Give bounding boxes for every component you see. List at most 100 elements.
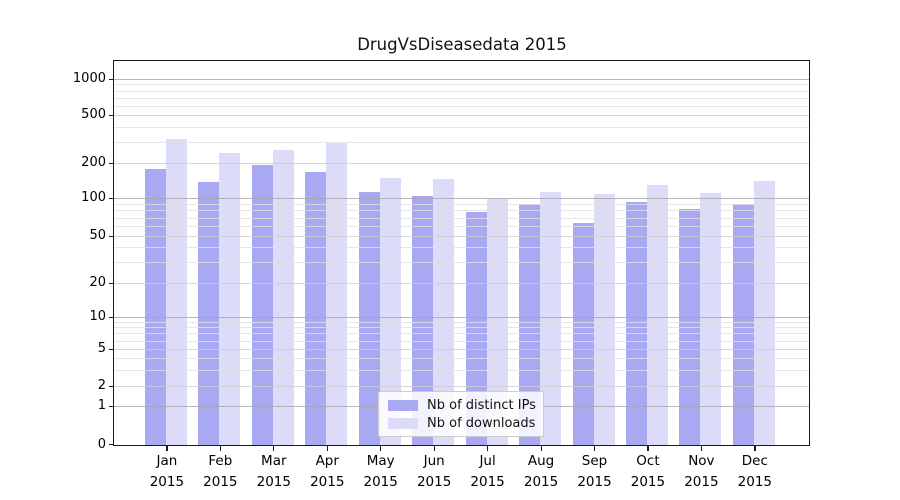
gridline: [114, 210, 809, 212]
gridline: [114, 203, 809, 205]
gridline: [114, 333, 809, 335]
bar-downloads: [593, 194, 615, 446]
y-axis-tick-label: 1000: [72, 71, 106, 86]
bar-distinct-ips: [305, 172, 327, 446]
legend-swatch: [388, 417, 418, 429]
y-axis-tick-label: 20: [89, 275, 106, 290]
y-tick-mark: [108, 405, 114, 407]
x-tick-mark: [754, 445, 756, 451]
bar-downloads: [379, 177, 401, 446]
x-tick-mark: [380, 445, 382, 451]
y-tick-mark: [108, 444, 114, 446]
gridline: [114, 358, 809, 359]
bar-distinct-ips: [465, 211, 487, 446]
y-tick-mark: [108, 162, 114, 164]
gridline: [114, 340, 809, 342]
legend-item: Nb of downloads: [388, 415, 536, 431]
y-tick-mark: [108, 282, 114, 284]
y-tick-mark: [108, 316, 114, 318]
x-tick-mark: [219, 445, 222, 451]
legend-label: Nb of distinct IPs: [427, 397, 536, 413]
x-tick-mark: [594, 445, 596, 451]
x-axis-tick-label: Apr 2015: [310, 453, 345, 490]
y-axis-tick-label: 2: [97, 378, 106, 393]
gridline: [114, 217, 809, 219]
x-axis-tick-label: Sep 2015: [577, 453, 612, 490]
legend-swatch: [388, 399, 418, 411]
x-axis-tick-label: Nov 2015: [684, 453, 719, 490]
y-tick-mark: [108, 235, 114, 237]
gridline: [114, 79, 809, 80]
gridline: [114, 327, 809, 329]
legend: Nb of distinct IPs Nb of downloads: [378, 391, 544, 437]
bar-downloads: [700, 192, 722, 446]
gridline: [114, 90, 809, 92]
y-axis-tick-label: 200: [81, 155, 106, 170]
x-axis-tick-label: Mar 2015: [256, 453, 291, 490]
x-axis-tick-label: Dec 2015: [737, 453, 773, 490]
x-tick-mark: [326, 445, 328, 451]
bar-downloads: [272, 149, 294, 446]
gridline: [114, 349, 809, 350]
y-axis-tick-label: 5: [97, 341, 106, 356]
gridline: [114, 198, 809, 199]
x-axis-tick-label: Oct 2015: [630, 453, 666, 490]
gridline: [114, 105, 809, 107]
gridline: [114, 97, 809, 99]
gridline: [114, 84, 809, 86]
gridline: [114, 115, 809, 116]
x-tick-mark: [540, 445, 542, 451]
x-tick-mark: [273, 445, 275, 451]
gridline: [114, 262, 809, 264]
gridline: [114, 141, 809, 143]
bar-downloads: [646, 185, 668, 446]
y-axis-tick-label: 1: [97, 398, 106, 413]
y-tick-mark: [108, 385, 114, 387]
x-axis-tick-label: Feb 2015: [203, 453, 238, 490]
gridline: [114, 226, 809, 227]
bar-distinct-ips: [625, 201, 647, 446]
y-axis-tick-label: 500: [81, 107, 106, 122]
x-tick-mark: [487, 445, 489, 451]
bar-distinct-ips: [358, 191, 380, 446]
legend-label: Nb of downloads: [427, 415, 536, 431]
x-tick-mark: [647, 445, 649, 451]
y-axis-tick-label: 10: [89, 309, 106, 324]
bar-downloads: [753, 181, 775, 446]
gridline: [114, 163, 809, 164]
x-axis-tick-label: Aug 2015: [523, 453, 559, 490]
gridline: [114, 321, 809, 323]
gridline: [114, 283, 809, 284]
bar-distinct-ips: [251, 165, 273, 446]
bar-distinct-ips: [412, 196, 434, 446]
bar-distinct-ips: [519, 204, 541, 446]
bar-downloads: [326, 143, 348, 446]
y-tick-mark: [108, 114, 114, 116]
y-axis-tick-label: 100: [81, 190, 106, 205]
gridline: [114, 386, 809, 387]
x-tick-mark: [433, 445, 435, 451]
y-tick-mark: [108, 197, 114, 199]
gridline: [114, 236, 809, 237]
gridline: [114, 126, 809, 128]
chart-title: DrugVsDiseasedata 2015: [357, 35, 567, 54]
x-tick-mark: [700, 445, 703, 451]
bar-downloads: [540, 191, 562, 446]
x-axis-tick-label: Jun 2015: [416, 453, 452, 490]
bar-downloads: [433, 178, 455, 446]
y-axis-tick-label: 50: [89, 228, 106, 243]
bar-distinct-ips: [732, 203, 754, 446]
y-tick-mark: [108, 348, 114, 350]
legend-item: Nb of distinct IPs: [388, 397, 536, 413]
gridline: [114, 317, 809, 318]
x-tick-mark: [166, 445, 168, 451]
bar-downloads: [165, 138, 187, 446]
bar-distinct-ips: [144, 168, 166, 446]
gridline: [114, 369, 809, 371]
x-axis-tick-label: May 2015: [363, 453, 398, 490]
x-axis-tick-label: Jan 2015: [149, 453, 185, 490]
y-tick-mark: [108, 78, 114, 80]
y-axis-tick-label: 0: [97, 436, 106, 452]
gridline: [114, 247, 809, 249]
